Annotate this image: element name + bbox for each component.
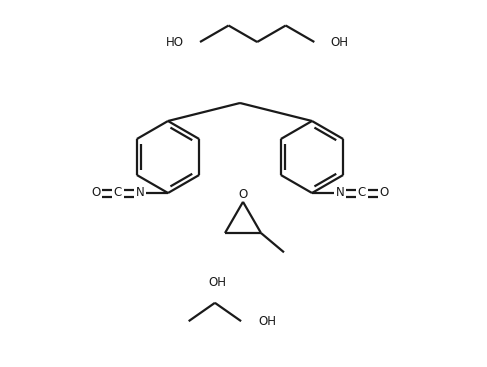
Text: HO: HO	[166, 36, 184, 48]
Text: O: O	[379, 186, 389, 200]
Text: N: N	[135, 186, 144, 200]
Text: O: O	[238, 188, 247, 201]
Text: OH: OH	[330, 36, 348, 48]
Text: OH: OH	[258, 315, 276, 328]
Text: C: C	[358, 186, 366, 200]
Text: N: N	[336, 186, 344, 200]
Text: O: O	[92, 186, 101, 200]
Text: OH: OH	[208, 276, 226, 289]
Text: C: C	[114, 186, 122, 200]
